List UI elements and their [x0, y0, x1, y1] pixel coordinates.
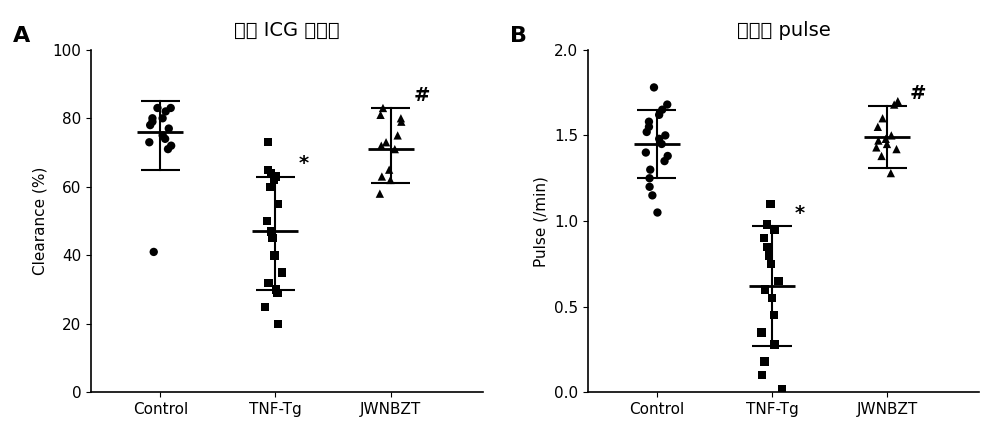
Point [642, 166, 658, 173]
Point [266, 177, 282, 184]
Point [372, 190, 388, 197]
Point [639, 128, 655, 135]
Point [144, 118, 160, 125]
Point [260, 139, 276, 146]
Point [270, 201, 286, 208]
Point [270, 320, 286, 327]
Point [163, 142, 179, 149]
Point [654, 141, 670, 148]
Point [767, 226, 783, 233]
Point [868, 144, 884, 151]
Point [771, 278, 787, 285]
Point [644, 192, 660, 199]
Point [263, 170, 279, 177]
Point [270, 290, 286, 297]
Point [378, 139, 394, 146]
Point [157, 135, 173, 142]
Point [766, 341, 782, 348]
Point [274, 269, 290, 276]
Point [375, 105, 391, 112]
Point [649, 209, 665, 216]
Text: *: * [298, 154, 309, 173]
Point [163, 105, 179, 112]
Point [657, 132, 673, 139]
Title: 足底 ICG 清除率: 足底 ICG 清除率 [234, 21, 340, 40]
Point [646, 84, 662, 91]
Point [756, 235, 772, 242]
Point [757, 286, 773, 293]
Point [374, 173, 390, 180]
Point [373, 111, 389, 118]
Point [161, 125, 177, 132]
Point [762, 201, 778, 208]
Point [759, 221, 775, 228]
Point [763, 261, 779, 268]
Point [642, 175, 658, 182]
Point [641, 118, 657, 125]
Point [373, 142, 389, 149]
Point [659, 101, 675, 108]
Point [382, 177, 398, 184]
Point [886, 101, 902, 108]
Point [158, 108, 174, 115]
Point [146, 248, 162, 255]
Point [390, 132, 406, 139]
Point [764, 295, 780, 302]
Point [651, 135, 667, 142]
Point [142, 122, 158, 129]
Point [874, 152, 890, 159]
Point [870, 124, 886, 131]
Point [264, 235, 280, 242]
Point [883, 170, 899, 177]
Point [761, 252, 777, 259]
Point [878, 135, 894, 142]
Point [155, 132, 171, 139]
Point [754, 329, 770, 336]
Point [875, 115, 891, 122]
Y-axis label: Clearance (%): Clearance (%) [32, 167, 47, 275]
Point [260, 166, 276, 173]
Point [756, 358, 772, 365]
Point [638, 149, 654, 156]
Title: 淡巴管 pulse: 淡巴管 pulse [737, 21, 830, 40]
Point [268, 173, 284, 180]
Point [268, 286, 284, 293]
Text: #: # [910, 84, 927, 103]
Point [393, 115, 409, 122]
Point [160, 145, 176, 152]
Y-axis label: Pulse (/min): Pulse (/min) [533, 176, 548, 266]
Point [879, 141, 895, 148]
Text: #: # [414, 85, 430, 105]
Point [141, 139, 157, 146]
Point [144, 115, 160, 122]
Point [149, 105, 165, 112]
Point [266, 252, 282, 259]
Point [657, 158, 673, 165]
Point [759, 243, 775, 250]
Text: B: B [510, 26, 527, 46]
Point [263, 228, 279, 235]
Point [890, 98, 906, 105]
Point [889, 145, 905, 152]
Point [774, 385, 790, 392]
Point [381, 166, 397, 173]
Point [660, 152, 676, 159]
Text: *: * [795, 204, 805, 223]
Point [257, 303, 273, 310]
Point [387, 145, 403, 152]
Point [155, 115, 171, 122]
Text: A: A [13, 26, 30, 46]
Point [870, 137, 886, 144]
Point [642, 184, 658, 191]
Point [641, 124, 657, 131]
Point [654, 106, 670, 113]
Point [651, 111, 667, 118]
Point [754, 372, 770, 379]
Point [393, 118, 409, 125]
Point [259, 218, 275, 225]
Point [261, 279, 277, 286]
Point [263, 184, 279, 191]
Point [766, 312, 782, 319]
Point [883, 132, 899, 139]
